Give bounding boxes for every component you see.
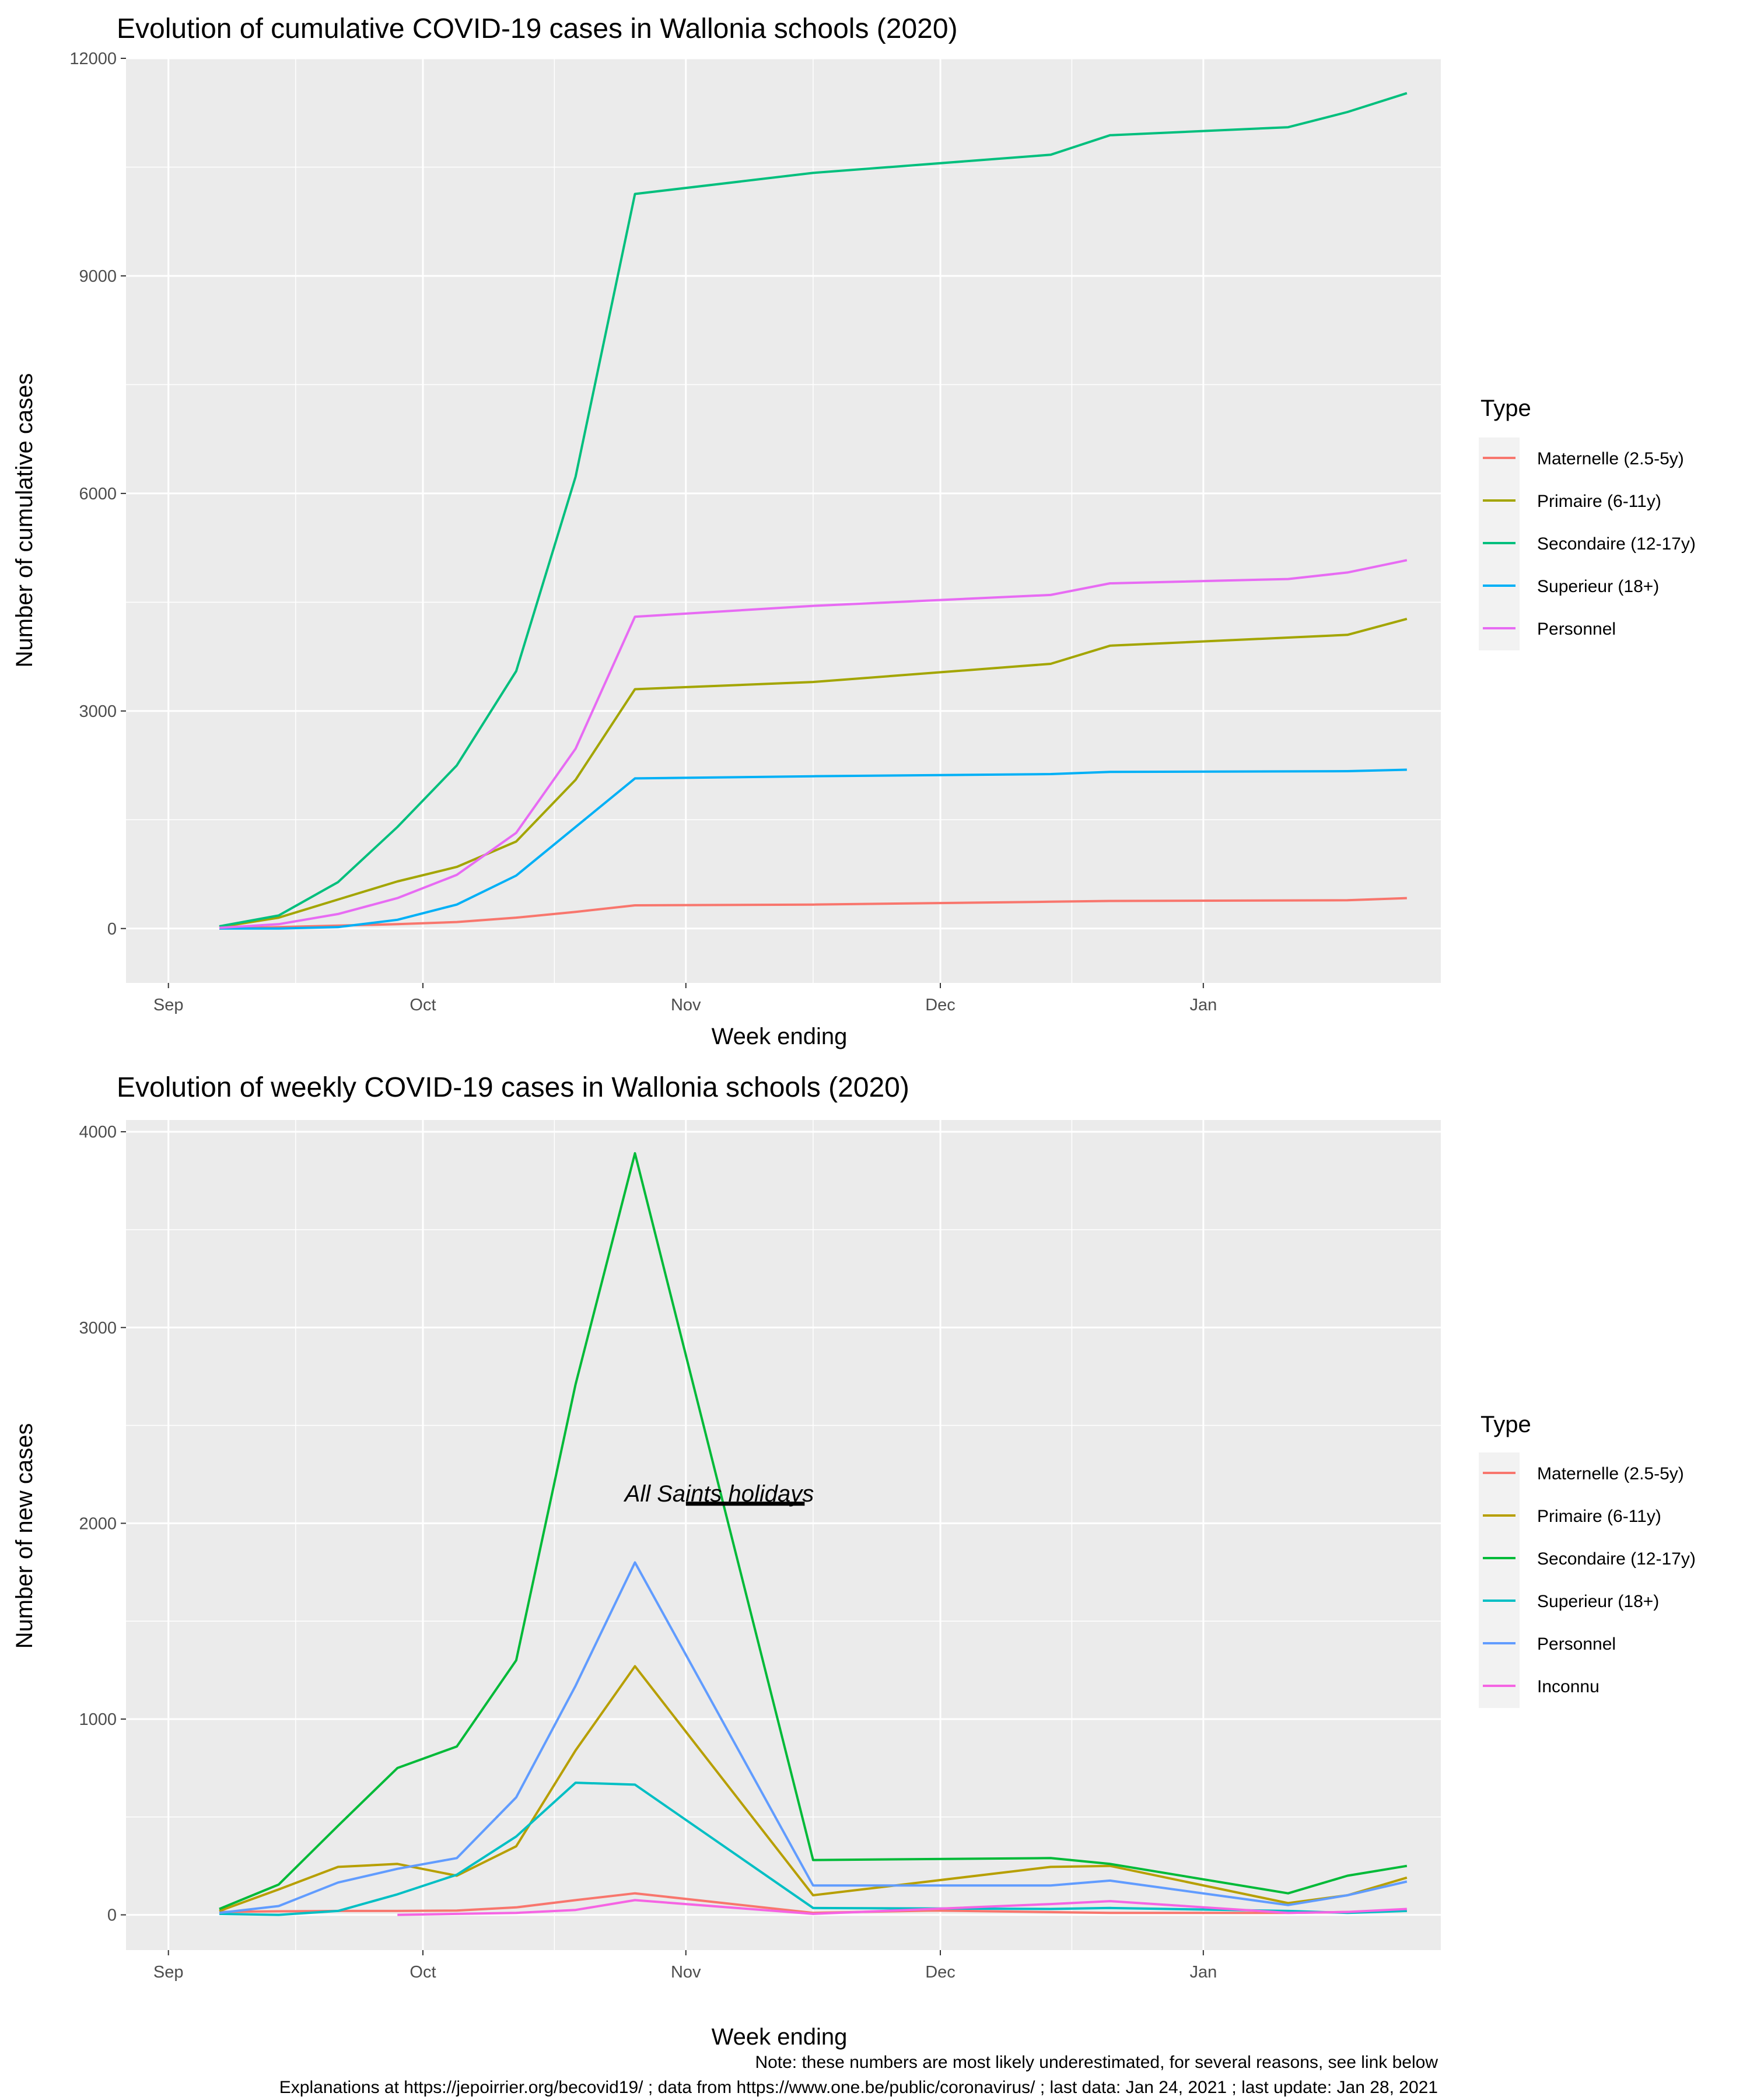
legend-label: Personnel — [1537, 1634, 1616, 1654]
series-line-superieur-18 — [219, 768, 1407, 930]
chart1-legend-title: Type — [1480, 396, 1531, 421]
series-line-primaire-6-11y — [219, 1665, 1408, 1912]
series-line-secondaire-12-17y — [219, 92, 1408, 928]
y-tick-label: 3000 — [79, 702, 117, 721]
series-line-secondaire-12-17y — [219, 1152, 1408, 1910]
x-tick-label: Nov — [671, 1963, 701, 1982]
footer-sources: Explanations at https://jepoirrier.org/b… — [279, 2078, 1438, 2097]
x-tick-label: Jan — [1189, 996, 1217, 1014]
series-line-maternelle-2-5-5y — [219, 897, 1407, 930]
y-tick-label: 3000 — [79, 1319, 117, 1338]
x-tick-label: Sep — [153, 1963, 184, 1982]
y-tick-label: 12000 — [69, 50, 117, 68]
series-line-personnel — [219, 559, 1408, 929]
legend-label: Personnel — [1537, 620, 1616, 639]
y-tick-label: 0 — [107, 920, 117, 939]
chart2-series — [219, 1152, 1408, 1916]
footer-note: Note: these numbers are most likely unde… — [755, 2053, 1438, 2072]
chart1-series — [219, 92, 1408, 930]
legend-label: Secondaire (12-17y) — [1537, 534, 1696, 554]
chart2-y-axis-title: Number of new cases — [12, 1423, 37, 1649]
legend-label: Maternelle (2.5-5y) — [1537, 449, 1684, 468]
chart2-panel — [126, 1120, 1441, 1950]
legend-key-background — [1479, 1452, 1520, 1708]
legend-label: Inconnu — [1537, 1677, 1600, 1696]
x-tick-label: Dec — [925, 996, 956, 1014]
series-line-inconnu — [397, 1899, 1407, 1916]
chart1-gridlines — [126, 57, 1441, 983]
x-tick-label: Oct — [410, 996, 436, 1014]
legend-label: Primaire (6-11y) — [1537, 492, 1661, 511]
chart2-legend: Type Maternelle (2.5-5y) Primaire (6-11y)… — [1479, 1412, 1696, 1708]
x-tick-label: Oct — [410, 1963, 436, 1982]
chart2-title: Evolution of weekly COVID-19 cases in Wa… — [117, 1072, 909, 1103]
chart2-x-axis-title: Week ending — [712, 2024, 848, 2050]
x-tick-label: Dec — [925, 1963, 956, 1982]
legend-label: Superieur (18+) — [1537, 1592, 1659, 1611]
chart1-panel — [126, 58, 1441, 983]
y-tick-label: 1000 — [79, 1710, 117, 1729]
y-tick-label: 9000 — [79, 267, 117, 286]
x-tick-label: Sep — [153, 996, 184, 1014]
legend-label: Maternelle (2.5-5y) — [1537, 1464, 1684, 1483]
y-tick-label: 0 — [107, 1906, 117, 1925]
legend-label: Secondaire (12-17y) — [1537, 1549, 1696, 1569]
chart1-axes: 0 3000 6000 9000 12000 Sep Oct Nov Dec Jan — [69, 50, 1217, 1014]
y-tick-label: 2000 — [79, 1514, 117, 1533]
chart1-legend: Type Maternelle (2.5-5y) Primaire (6-11y)… — [1479, 396, 1696, 650]
chart2-annotation: All Saints holidays — [624, 1481, 814, 1507]
series-line-personnel — [219, 1561, 1408, 1915]
series-line-maternelle-2-5-5y — [219, 1892, 1407, 1915]
chart2-axes: 0 1000 2000 3000 4000 Sep Oct Nov Dec Jan — [79, 1123, 1217, 1982]
y-tick-label: 6000 — [79, 485, 117, 503]
legend-label: Superieur (18+) — [1537, 577, 1659, 596]
y-tick-label: 4000 — [79, 1123, 117, 1142]
legend-label: Primaire (6-11y) — [1537, 1507, 1661, 1526]
chart1-y-axis-title: Number of cumulative cases — [12, 373, 37, 668]
series-line-primaire-6-11y — [219, 617, 1408, 929]
chart1-title: Evolution of cumulative COVID-19 cases i… — [117, 13, 958, 44]
chart2-legend-title: Type — [1480, 1412, 1531, 1437]
x-tick-label: Jan — [1189, 1963, 1217, 1982]
chart1-x-axis-title: Week ending — [712, 1024, 848, 1049]
chart2-gridlines — [126, 1120, 1441, 1950]
x-tick-label: Nov — [671, 996, 701, 1014]
